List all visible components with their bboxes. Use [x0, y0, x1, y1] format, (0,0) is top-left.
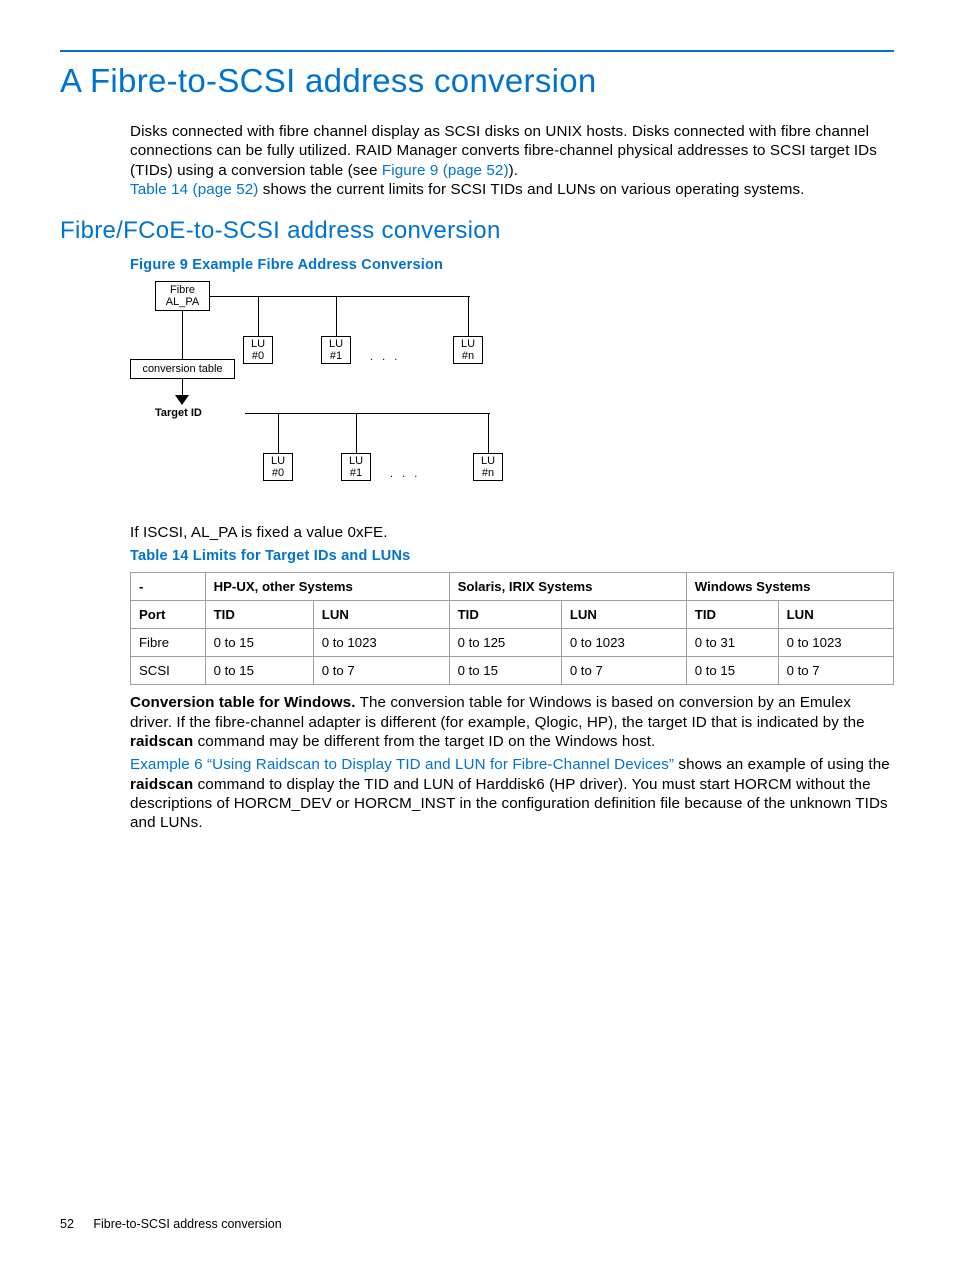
lu-box: LU #1 — [341, 453, 371, 481]
conversion-paragraph: Conversion table for Windows. The conver… — [130, 693, 894, 751]
table-cell: 0 to 125 — [449, 629, 561, 657]
table-cell: Fibre — [131, 629, 206, 657]
example-paragraph: Example 6 “Using Raidscan to Display TID… — [130, 755, 894, 832]
example-body1: shows an example of using the — [674, 756, 890, 773]
table-cell: 0 to 31 — [686, 629, 778, 657]
table-header: HP-UX, other Systems — [205, 573, 449, 601]
table-header: TID — [686, 601, 778, 629]
page-title: A Fibre-to-SCSI address conversion — [60, 62, 894, 100]
lu-box: LU #0 — [263, 453, 293, 481]
table-header: TID — [205, 601, 313, 629]
table-header: LUN — [778, 601, 893, 629]
diagram-line — [182, 311, 183, 359]
figure-9-link[interactable]: Figure 9 (page 52) — [382, 162, 509, 179]
example-body2: command to display the TID and LUN of Ha… — [130, 776, 888, 832]
table-cell: 0 to 15 — [686, 657, 778, 685]
lu-box: LU #n — [453, 336, 483, 364]
diagram-dots: . . . — [390, 468, 420, 480]
fibre-alpa-box: Fibre AL_PA — [155, 281, 210, 311]
table-cell: 0 to 1023 — [778, 629, 893, 657]
lu-box: LU #0 — [243, 336, 273, 364]
table-header: - — [131, 573, 206, 601]
table-header: LUN — [313, 601, 449, 629]
conv-body2: command may be different from the target… — [193, 733, 655, 750]
arrow-down-icon — [175, 395, 189, 405]
table-row: SCSI 0 to 15 0 to 7 0 to 15 0 to 7 0 to … — [131, 657, 894, 685]
table-header: Port — [131, 601, 206, 629]
intro-paragraph: Disks connected with fibre channel displ… — [130, 122, 894, 199]
example-6-link[interactable]: Example 6 “Using Raidscan to Display TID… — [130, 756, 674, 773]
conv-lead: Conversion table for Windows. — [130, 694, 356, 711]
intro-text-c: shows the current limits for SCSI TIDs a… — [258, 181, 804, 198]
table-cell: 0 to 7 — [313, 657, 449, 685]
limits-table: - HP-UX, other Systems Solaris, IRIX Sys… — [130, 572, 894, 685]
page-number: 52 — [60, 1217, 74, 1231]
table-cell: 0 to 15 — [205, 629, 313, 657]
table-header: Windows Systems — [686, 573, 893, 601]
figure-caption: Figure 9 Example Fibre Address Conversio… — [130, 257, 894, 273]
intro-text-b: ). — [509, 162, 518, 179]
raidscan-term: raidscan — [130, 776, 193, 793]
table-header: Solaris, IRIX Systems — [449, 573, 686, 601]
table-header: TID — [449, 601, 561, 629]
top-rule — [60, 50, 894, 52]
table-14-link[interactable]: Table 14 (page 52) — [130, 181, 258, 198]
diagram-line — [488, 413, 489, 453]
diagram-line — [356, 413, 357, 453]
table-header: LUN — [561, 601, 686, 629]
footer-label: Fibre-to-SCSI address conversion — [93, 1217, 281, 1231]
diagram-dots: . . . — [370, 351, 400, 363]
table-header-group-row: - HP-UX, other Systems Solaris, IRIX Sys… — [131, 573, 894, 601]
table-cell: 0 to 15 — [205, 657, 313, 685]
section-heading: Fibre/FCoE-to-SCSI address conversion — [60, 217, 894, 245]
table-cell: SCSI — [131, 657, 206, 685]
diagram-line — [245, 413, 490, 414]
lu-box: LU #n — [473, 453, 503, 481]
table-row: Fibre 0 to 15 0 to 1023 0 to 125 0 to 10… — [131, 629, 894, 657]
table-caption: Table 14 Limits for Target IDs and LUNs — [130, 548, 894, 564]
target-id-label: Target ID — [155, 407, 202, 419]
table-header-sub-row: Port TID LUN TID LUN TID LUN — [131, 601, 894, 629]
table-cell: 0 to 1023 — [313, 629, 449, 657]
table-cell: 0 to 1023 — [561, 629, 686, 657]
figure-9-diagram: Fibre AL_PA conversion table Target ID L… — [130, 281, 530, 511]
raidscan-term: raidscan — [130, 733, 193, 750]
diagram-line — [336, 296, 337, 336]
page-footer: 52 Fibre-to-SCSI address conversion — [60, 1217, 282, 1231]
conversion-table-box: conversion table — [130, 359, 235, 379]
diagram-line — [278, 413, 279, 453]
table-cell: 0 to 7 — [778, 657, 893, 685]
table-cell: 0 to 7 — [561, 657, 686, 685]
lu-box: LU #1 — [321, 336, 351, 364]
diagram-line — [210, 296, 470, 297]
table-cell: 0 to 15 — [449, 657, 561, 685]
iscsi-note: If ISCSI, AL_PA is fixed a value 0xFE. — [130, 523, 894, 542]
diagram-line — [468, 296, 469, 336]
diagram-line — [258, 296, 259, 336]
